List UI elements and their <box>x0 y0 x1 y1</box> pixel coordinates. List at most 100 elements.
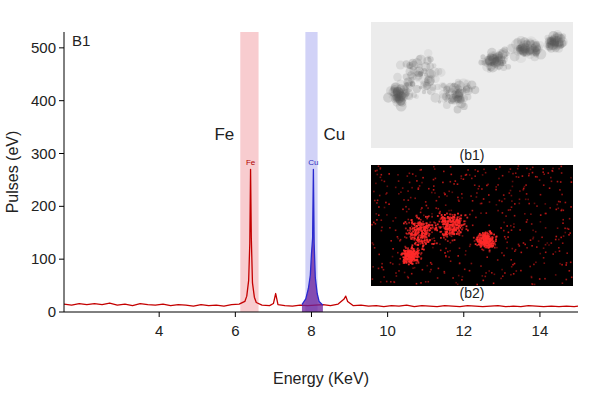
inset-texture <box>452 229 454 231</box>
inset-texture <box>483 243 485 245</box>
inset-background <box>371 165 573 286</box>
inset-texture <box>413 257 415 259</box>
inset-texture <box>510 209 512 211</box>
inset-texture <box>503 194 505 196</box>
inset-texture <box>464 269 466 271</box>
inset-texture <box>489 244 491 246</box>
inset-texture <box>374 200 376 202</box>
inset-texture <box>401 252 403 254</box>
inset-texture <box>397 238 399 240</box>
peak-label: Cu <box>308 158 318 167</box>
inset-texture <box>466 228 468 230</box>
inset-texture <box>533 237 535 239</box>
inset-texture <box>561 210 563 212</box>
inset-texture <box>414 250 416 252</box>
inset-texture <box>530 213 532 215</box>
inset-texture <box>431 232 433 234</box>
inset-texture <box>454 229 456 231</box>
inset-texture <box>428 281 430 283</box>
inset-texture <box>420 237 422 239</box>
inset-texture <box>506 247 508 249</box>
inset-texture <box>399 264 401 266</box>
inset-texture <box>412 267 414 269</box>
inset-texture <box>486 256 488 258</box>
inset-texture <box>464 223 466 225</box>
inset-texture <box>507 236 509 238</box>
inset-texture <box>452 214 454 216</box>
inset-texture <box>508 171 510 173</box>
inset-texture <box>486 236 488 238</box>
inset-texture <box>460 89 467 96</box>
inset-texture <box>444 214 446 216</box>
peak-fill <box>302 169 323 312</box>
inset-texture <box>480 239 482 241</box>
inset-texture <box>433 179 435 181</box>
inset-texture <box>484 232 486 234</box>
inset-texture <box>562 242 564 244</box>
inset-texture <box>450 166 452 168</box>
inset-texture <box>449 232 451 234</box>
inset-texture <box>502 275 504 277</box>
inset-texture <box>396 93 405 102</box>
inset-texture <box>477 171 479 173</box>
inset-texture <box>378 268 380 270</box>
inset-texture <box>459 230 461 232</box>
inset-texture <box>382 267 384 269</box>
inset-texture <box>470 244 472 246</box>
inset-texture <box>469 174 471 176</box>
inset-texture <box>412 229 414 231</box>
inset-texture <box>463 88 467 92</box>
inset-texture <box>403 262 405 264</box>
inset-texture <box>453 183 455 185</box>
inset-texture <box>471 263 473 265</box>
inset-texture <box>475 243 477 245</box>
inset-texture <box>461 279 463 281</box>
inset-texture <box>418 224 420 226</box>
inset-texture <box>439 221 441 223</box>
inset-texture <box>401 253 403 255</box>
inset-texture <box>381 230 383 232</box>
inset-texture <box>422 221 424 223</box>
inset-texture <box>501 201 503 203</box>
inset-texture <box>376 213 378 215</box>
inset-texture <box>409 182 411 184</box>
inset-texture <box>407 258 409 260</box>
inset-texture <box>444 220 446 222</box>
inset-texture <box>425 230 427 232</box>
inset-texture <box>531 276 533 278</box>
inset-texture <box>480 235 482 237</box>
inset-texture <box>557 181 559 183</box>
inset-texture <box>541 237 543 239</box>
inset-texture <box>495 168 497 170</box>
inset-texture <box>532 230 534 232</box>
inset-texture <box>372 266 374 268</box>
inset-texture <box>449 226 451 228</box>
inset-texture <box>408 232 410 234</box>
inset-texture <box>543 247 545 249</box>
inset-texture <box>410 259 412 261</box>
inset-texture <box>403 260 405 262</box>
inset-texture <box>561 166 563 168</box>
inset-texture <box>488 245 490 247</box>
inset-texture <box>452 229 454 231</box>
inset-texture <box>493 283 495 285</box>
inset-texture <box>458 225 460 227</box>
inset-texture <box>423 235 425 237</box>
inset-texture <box>497 210 499 212</box>
inset-texture <box>466 174 468 176</box>
inset-texture <box>445 204 447 206</box>
inset-texture <box>500 227 502 229</box>
inset-texture <box>408 219 410 221</box>
inset-texture <box>373 222 375 224</box>
inset-texture <box>461 175 463 177</box>
inset-texture <box>480 234 482 236</box>
inset-texture <box>428 235 430 237</box>
inset-texture <box>434 222 436 224</box>
inset-texture <box>406 87 409 90</box>
inset-texture <box>414 227 416 229</box>
inset-texture <box>376 219 378 221</box>
inset-texture <box>410 261 412 263</box>
inset-texture <box>506 225 508 227</box>
inset-texture <box>417 64 423 70</box>
inset-texture <box>410 250 412 252</box>
